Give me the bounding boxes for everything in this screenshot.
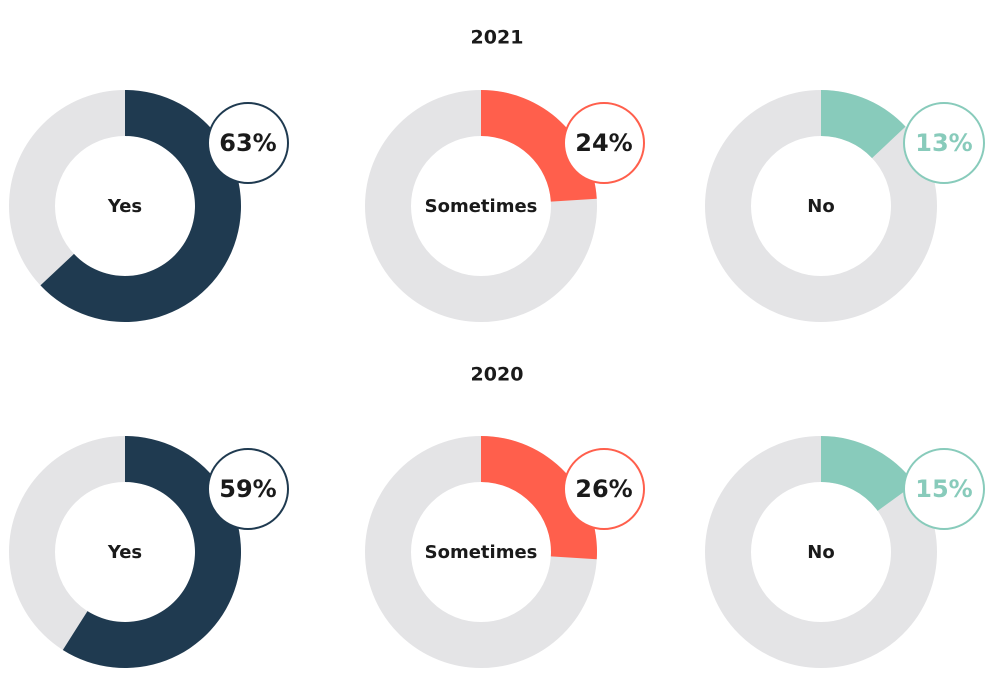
- value-badge: [563, 102, 645, 184]
- value-badge: [903, 102, 985, 184]
- value-label: 59%: [219, 475, 276, 503]
- chart-title: 2021: [471, 27, 524, 49]
- value-badge: [207, 448, 289, 530]
- value-label: 26%: [575, 475, 632, 503]
- category-label: No: [807, 196, 834, 217]
- chart-title: 2020: [471, 364, 524, 386]
- donut-arc: [62, 436, 242, 668]
- value-label: 13%: [915, 129, 972, 157]
- category-label: Sometimes: [425, 196, 538, 217]
- donut-arc: [821, 90, 906, 159]
- value-label: 63%: [219, 129, 276, 157]
- donut-arc: [481, 436, 598, 560]
- value-label: 15%: [915, 475, 972, 503]
- value-badge: [563, 448, 645, 530]
- value-badge: [903, 448, 985, 530]
- category-label: Yes: [107, 542, 142, 563]
- value-label: 24%: [575, 129, 632, 157]
- donut-arc: [481, 90, 597, 202]
- category-label: No: [807, 542, 834, 563]
- donut-arc: [40, 90, 241, 322]
- category-label: Yes: [107, 196, 142, 217]
- donut-arc: [821, 436, 915, 511]
- value-badge: [207, 102, 289, 184]
- category-label: Sometimes: [425, 542, 538, 563]
